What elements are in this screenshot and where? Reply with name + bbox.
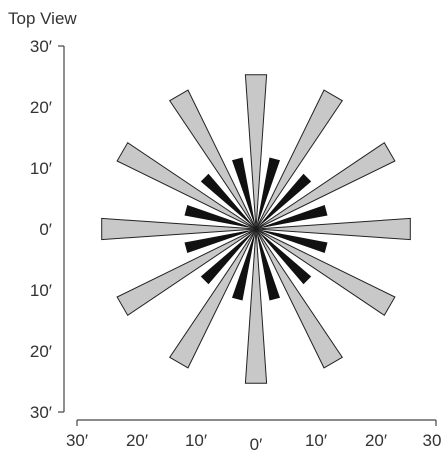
short-beam <box>256 173 312 229</box>
short-beam <box>256 229 328 253</box>
x-tick-label: 10′ <box>185 431 207 450</box>
long-beam <box>244 228 268 384</box>
short-beam <box>184 229 256 253</box>
short-beam <box>232 157 256 229</box>
long-beam <box>116 228 257 317</box>
x-axis: 30′ 20′ 10′ 0′ 10′ 20′ 30 <box>66 419 442 454</box>
long-beam <box>255 228 344 369</box>
y-tick-label: 30′ <box>30 403 52 422</box>
short-beam <box>232 229 256 301</box>
x-tick-label: 30′ <box>66 431 88 450</box>
x-tick-label: 10′ <box>305 431 327 450</box>
short-beam <box>256 229 312 285</box>
long-beam <box>255 141 396 230</box>
y-tick-label: 20′ <box>30 342 52 361</box>
long-beam <box>255 217 411 241</box>
short-beam <box>200 229 256 285</box>
y-tick-label: 10′ <box>30 159 52 178</box>
x-tick-label: 20′ <box>126 431 148 450</box>
long-beam <box>116 141 257 230</box>
long-beam <box>255 89 344 230</box>
y-axis: 30′ 20′ 10′ 0′ 10′ 20′ 30′ <box>30 37 65 422</box>
short-beam <box>256 157 280 229</box>
y-tick-label: 0′ <box>39 220 52 239</box>
x-tick-label: 0′ <box>250 435 263 454</box>
short-beam <box>256 205 328 229</box>
y-tick-label: 20′ <box>30 98 52 117</box>
long-beam <box>168 228 257 369</box>
long-beam <box>101 217 257 241</box>
short-beam <box>184 205 256 229</box>
y-tick-label: 30′ <box>30 37 52 56</box>
long-beam <box>244 74 268 230</box>
short-beam <box>200 173 256 229</box>
y-tick-label: 10′ <box>30 281 52 300</box>
diagram-title: Top View <box>8 9 77 28</box>
long-beam <box>255 228 396 317</box>
short-beam <box>256 229 280 301</box>
long-beams-group <box>101 74 411 384</box>
x-tick-label: 30 <box>423 431 442 450</box>
x-tick-label: 20′ <box>365 431 387 450</box>
long-beam <box>168 89 257 230</box>
short-beams-group <box>184 157 328 301</box>
